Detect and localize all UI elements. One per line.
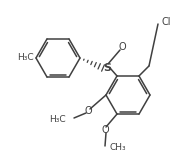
- Text: O: O: [84, 106, 92, 116]
- Text: CH₃: CH₃: [110, 143, 127, 153]
- Text: H₃C: H₃C: [17, 53, 34, 62]
- Text: S: S: [103, 63, 111, 73]
- Text: O: O: [118, 42, 126, 52]
- Text: Cl: Cl: [162, 17, 171, 27]
- Text: O: O: [101, 125, 109, 135]
- Text: H₃C: H₃C: [49, 116, 66, 125]
